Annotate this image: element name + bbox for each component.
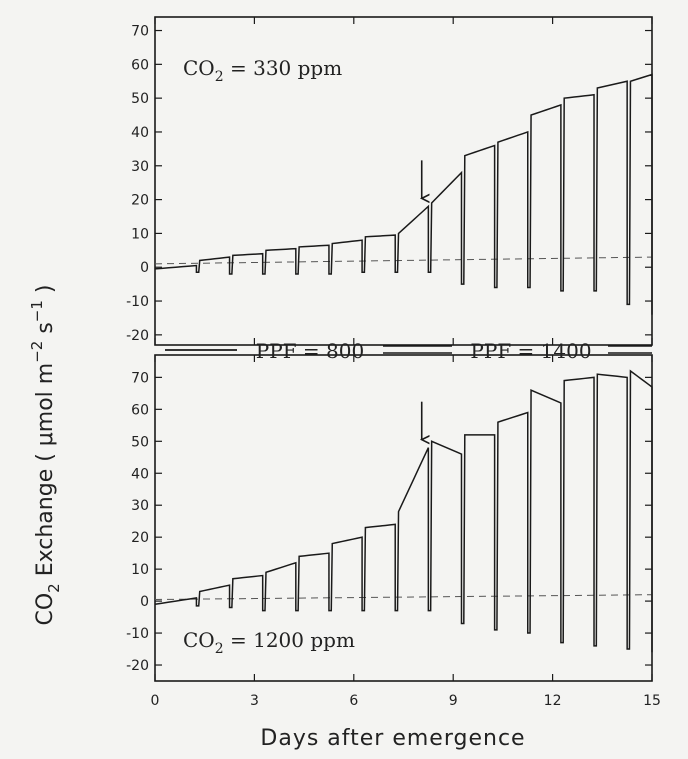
y-tick-label: 50 [131, 91, 149, 107]
y-title-exp2: −1 [28, 300, 46, 322]
x-tick-label: 9 [449, 693, 458, 709]
ppf-low-label: PPF = 800 [256, 339, 364, 363]
y-tick-label: 50 [131, 434, 149, 450]
annotation-sub: 2 [215, 641, 224, 657]
annotation-sub: 2 [215, 69, 224, 85]
baseline-dashed [154, 594, 653, 600]
x-tick-label: 3 [250, 693, 259, 709]
y-tick-label: -20 [126, 328, 149, 344]
co2-exchange-series [154, 73, 653, 315]
y-tick-label: 0 [140, 594, 149, 610]
y-title-s: s [33, 322, 58, 340]
x-tick-label: 0 [151, 693, 160, 709]
y-tick-label: -10 [126, 626, 149, 642]
y-title-close: ) [33, 284, 58, 300]
y-tick-label: 10 [131, 562, 149, 578]
ppf-high-label: PPF = 1400 [470, 339, 591, 363]
y-tick-label: 70 [131, 24, 149, 40]
bottom-panel: -20 -10 0 10 20 30 40 50 60 70 0 3 6 9 12 15 CO2 = 1200 … [126, 354, 661, 709]
y-tick-label: 40 [131, 125, 149, 141]
y-tick-label: 60 [131, 402, 149, 418]
y-tick-label: 40 [131, 466, 149, 482]
annotation-value: = 1200 ppm [224, 628, 355, 652]
top-panel: -20 -10 0 10 20 30 40 50 60 70 CO2 = 330 ppm [126, 16, 653, 346]
x-tick-label: 12 [544, 693, 562, 709]
y-tick-label: -20 [126, 658, 149, 674]
y-title-co: CO [33, 593, 58, 626]
baseline-dashed [154, 256, 653, 265]
co2-concentration-label: CO2 = 1200 ppm [183, 628, 355, 657]
y-axis-title: CO2 Exchange ( μmol m−2 s−1 ) [28, 284, 63, 625]
ppf-separator: PPF = 800 PPF = 1400 [165, 339, 652, 363]
y-tick-label: 10 [131, 226, 149, 242]
co2-exchange-series [154, 369, 653, 653]
y-tick-label: 20 [131, 193, 149, 209]
y-tick-label: -10 [126, 294, 149, 310]
annotation-co: CO [183, 56, 215, 80]
co2-concentration-label: CO2 = 330 ppm [183, 56, 342, 85]
y-title-exp1: −2 [28, 341, 46, 363]
y-tick-label: 20 [131, 530, 149, 546]
y-tick-label: 70 [131, 370, 149, 386]
y-tick-label: 30 [131, 159, 149, 175]
x-axis-title: Days after emergence [260, 726, 525, 751]
annotation-value: = 330 ppm [224, 56, 343, 80]
x-tick-label: 15 [643, 693, 661, 709]
y-title-co-sub: 2 [45, 583, 63, 593]
y-tick-label: 60 [131, 57, 149, 73]
y-tick-label: 0 [140, 260, 149, 276]
x-tick-label: 6 [349, 693, 358, 709]
y-title-main: Exchange ( μmol m [33, 363, 58, 583]
svg-text:CO2 Exchange ( μmol m−2 s−1: CO2 Exchange ( μmol m−2 s−1 ) [28, 284, 63, 625]
annotation-co: CO [183, 628, 215, 652]
y-tick-label: 30 [131, 498, 149, 514]
